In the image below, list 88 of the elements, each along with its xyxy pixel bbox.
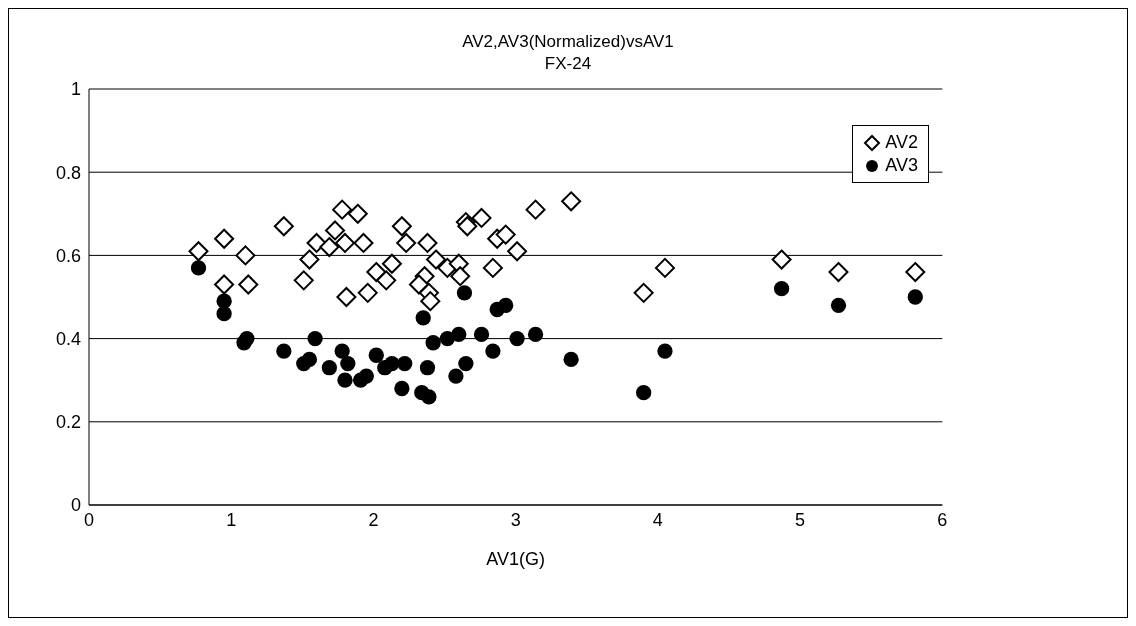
point (216, 305, 232, 322)
point (426, 249, 447, 270)
point (276, 343, 292, 359)
point (473, 326, 490, 343)
point (273, 216, 294, 237)
y-tick-label: 0 (70, 495, 81, 516)
point (905, 262, 926, 283)
point (334, 343, 350, 359)
point (299, 249, 320, 270)
point (507, 241, 528, 262)
point (525, 199, 546, 220)
x-tick-label: 3 (510, 509, 521, 530)
point (340, 355, 356, 372)
point (448, 368, 464, 384)
point (334, 232, 355, 253)
x-tick-label: 4 (652, 509, 663, 530)
point (420, 291, 441, 312)
point (238, 274, 259, 295)
x-axis-title: AV1(G) (486, 549, 545, 569)
point (190, 260, 207, 276)
point (657, 343, 673, 359)
point (482, 257, 503, 278)
point (425, 335, 441, 351)
point (358, 368, 374, 384)
x-tick-label: 6 (937, 509, 948, 530)
point (384, 355, 400, 372)
x-tick-label: 5 (795, 509, 806, 530)
point (771, 249, 792, 270)
x-tick-label: 0 (83, 509, 95, 530)
point (235, 245, 256, 266)
point (347, 203, 368, 224)
point (450, 266, 471, 287)
point (357, 282, 378, 303)
x-tick-label: 2 (368, 509, 379, 530)
point (391, 216, 412, 237)
point (828, 262, 849, 283)
point (236, 335, 252, 351)
point (325, 220, 346, 241)
y-tick-label: 0.2 (55, 412, 81, 433)
point (381, 253, 402, 274)
point (456, 285, 473, 301)
point (415, 310, 431, 326)
y-tick-label: 0.6 (55, 245, 81, 266)
point (509, 330, 525, 347)
point (654, 257, 675, 278)
point (353, 232, 374, 253)
point (417, 232, 438, 253)
point (366, 262, 387, 283)
point (337, 372, 353, 388)
point (636, 385, 652, 401)
point (394, 380, 410, 397)
point (307, 330, 323, 347)
point (485, 343, 501, 359)
point (376, 270, 397, 291)
point (451, 326, 467, 343)
legend-label: AV3 (885, 155, 918, 176)
point (495, 224, 516, 245)
point (421, 389, 437, 405)
point (563, 351, 579, 368)
point (332, 199, 353, 220)
point (773, 281, 790, 297)
point (301, 351, 318, 368)
point (633, 282, 654, 303)
chart-title: AV2,AV3(Normalized)vsAV1 (461, 31, 675, 53)
point (527, 326, 544, 343)
point (830, 297, 847, 313)
point (561, 191, 582, 212)
point (319, 237, 340, 258)
x-tick-label: 1 (226, 509, 237, 530)
y-tick-label: 0.8 (55, 162, 81, 183)
point (368, 347, 384, 363)
point (396, 232, 417, 253)
point (458, 355, 474, 372)
y-tick-label: 1 (70, 79, 81, 100)
y-tick-label: 0.4 (55, 328, 81, 349)
point (293, 270, 314, 291)
point (498, 297, 514, 313)
point (214, 274, 235, 295)
point (321, 360, 337, 376)
point (397, 355, 413, 372)
legend-label: AV2 (885, 132, 918, 153)
point (336, 287, 357, 307)
chart-subtitle: FX-24 (543, 53, 593, 75)
point (907, 289, 923, 305)
point (214, 228, 235, 249)
point (471, 207, 492, 228)
point (188, 241, 209, 262)
point (419, 360, 436, 376)
